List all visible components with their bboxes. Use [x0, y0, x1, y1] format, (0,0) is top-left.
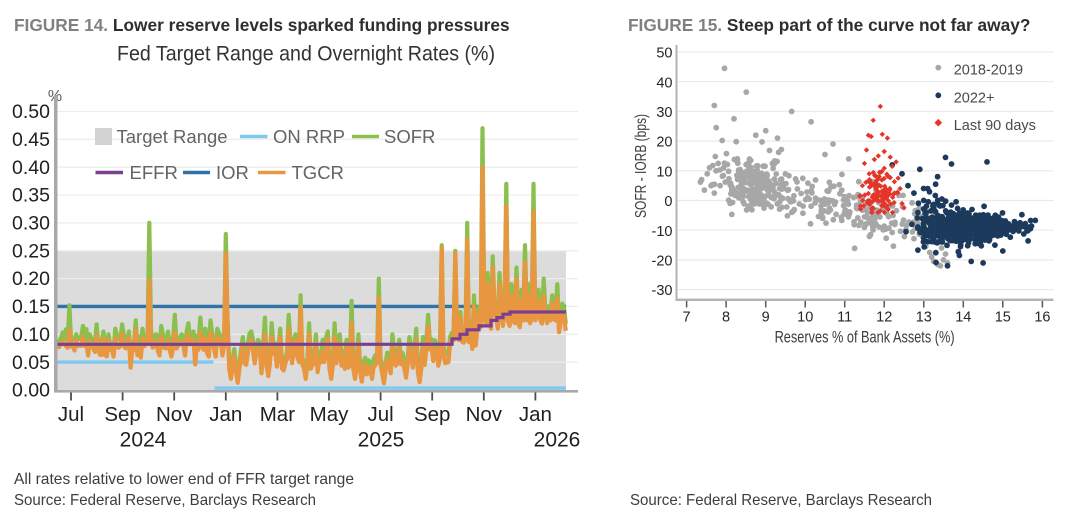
svg-text:May: May — [310, 403, 349, 426]
svg-text:-30: -30 — [652, 283, 673, 299]
svg-text:16: 16 — [1034, 310, 1050, 326]
svg-text:-10: -10 — [652, 224, 673, 240]
svg-text:EFFR: EFFR — [130, 162, 178, 183]
svg-text:12: 12 — [876, 310, 892, 326]
svg-text:7: 7 — [683, 310, 691, 326]
svg-text:All rates relative to lower en: All rates relative to lower end of FFR t… — [14, 471, 354, 488]
svg-text:11: 11 — [837, 310, 852, 326]
svg-text:50: 50 — [656, 46, 672, 62]
svg-text:2025: 2025 — [358, 429, 405, 452]
svg-text:-20: -20 — [652, 254, 673, 270]
svg-text:Jul: Jul — [58, 403, 84, 426]
svg-text:2018-2019: 2018-2019 — [954, 63, 1023, 79]
svg-text:Source: Federal Reserve, Barcl: Source: Federal Reserve, Barclays Resear… — [630, 492, 932, 509]
svg-text:Last 90 days: Last 90 days — [954, 118, 1036, 134]
svg-text:0.30: 0.30 — [12, 213, 50, 235]
svg-text:0: 0 — [664, 194, 672, 210]
svg-text:IOR: IOR — [216, 162, 249, 183]
svg-text:0.45: 0.45 — [12, 129, 50, 151]
svg-text:Nov: Nov — [156, 403, 193, 426]
svg-text:9: 9 — [762, 310, 770, 326]
svg-text:0.20: 0.20 — [12, 268, 50, 290]
svg-text:Jan: Jan — [209, 403, 242, 426]
svg-text:FIGURE 15. Steep part of the c: FIGURE 15. Steep part of the curve not f… — [628, 15, 1030, 35]
svg-text:Target Range: Target Range — [117, 126, 228, 147]
svg-text:14: 14 — [955, 310, 971, 326]
svg-text:SOFR - IORB (bps): SOFR - IORB (bps) — [633, 114, 650, 218]
svg-text:Nov: Nov — [466, 403, 503, 426]
svg-text:0.15: 0.15 — [12, 296, 50, 318]
svg-text:20: 20 — [656, 135, 672, 151]
svg-text:Source: Federal Reserve, Barcl: Source: Federal Reserve, Barclays Resear… — [14, 492, 316, 509]
svg-text:ON RRP: ON RRP — [273, 126, 345, 147]
svg-text:Reserves % of Bank Assets (%): Reserves % of Bank Assets (%) — [775, 328, 955, 346]
svg-text:10: 10 — [656, 164, 672, 180]
svg-text:Sep: Sep — [414, 403, 450, 426]
svg-text:10: 10 — [797, 310, 813, 326]
svg-text:Jan: Jan — [519, 403, 552, 426]
svg-text:0.10: 0.10 — [12, 324, 50, 346]
svg-text:SOFR: SOFR — [384, 126, 435, 147]
svg-text:Sep: Sep — [104, 403, 140, 426]
svg-text:0.00: 0.00 — [12, 380, 50, 402]
svg-text:2024: 2024 — [120, 429, 167, 452]
svg-text:0.35: 0.35 — [12, 185, 50, 207]
svg-text:Fed Target Range and Overnight: Fed Target Range and Overnight Rates (%) — [117, 42, 495, 66]
svg-text:8: 8 — [722, 310, 730, 326]
svg-text:2026: 2026 — [534, 429, 581, 452]
svg-text:30: 30 — [656, 105, 672, 121]
svg-text:2022+: 2022+ — [954, 90, 995, 106]
svg-text:15: 15 — [995, 310, 1011, 326]
svg-text:40: 40 — [656, 75, 672, 91]
svg-text:0.25: 0.25 — [12, 240, 50, 262]
svg-text:FIGURE 14. Lower reserve level: FIGURE 14. Lower reserve levels sparked … — [14, 15, 510, 35]
svg-text:0.40: 0.40 — [12, 157, 50, 179]
svg-text:0.50: 0.50 — [12, 101, 50, 123]
svg-text:TGCR: TGCR — [292, 162, 344, 183]
svg-text:13: 13 — [916, 310, 932, 326]
svg-text:Mar: Mar — [260, 403, 295, 426]
svg-text:0.05: 0.05 — [12, 352, 50, 374]
svg-text:Jul: Jul — [367, 403, 393, 426]
